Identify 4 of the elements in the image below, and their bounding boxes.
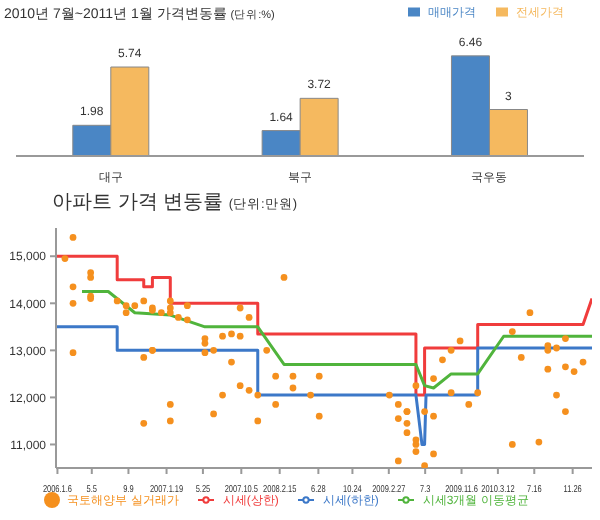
line-series	[56, 254, 592, 397]
chart-title: 아파트 가격 변동률	[52, 192, 224, 214]
line-series	[56, 325, 592, 446]
line-series	[80, 290, 592, 390]
